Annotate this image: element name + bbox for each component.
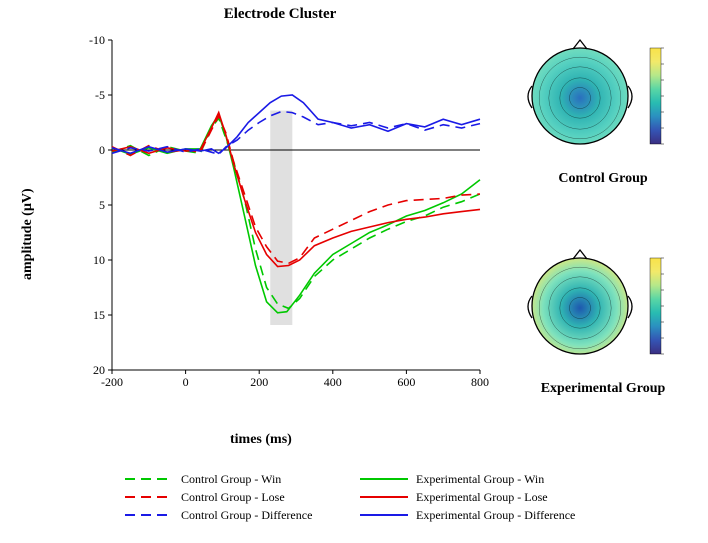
legend-label: Experimental Group - Lose: [416, 490, 548, 505]
legend-item: Experimental Group - Win: [360, 470, 595, 488]
y-axis-label: amplitude (µV): [20, 188, 36, 280]
legend-item: Control Group - Lose: [125, 488, 360, 506]
svg-text:600: 600: [397, 375, 415, 389]
legend-item: Experimental Group - Difference: [360, 506, 595, 524]
legend-item: Control Group - Difference: [125, 506, 360, 524]
erp-chart-svg: -10-505101520-2000200400600800: [70, 30, 490, 410]
legend-row: Control Group - Difference Experimental G…: [125, 506, 595, 524]
legend-label: Control Group - Win: [181, 472, 281, 487]
svg-text:0: 0: [99, 143, 105, 157]
legend-swatch: [125, 490, 173, 504]
svg-text:5: 5: [99, 198, 105, 212]
legend-label: Experimental Group - Difference: [416, 508, 575, 523]
topomap-experimental-label: Experimental Group: [518, 381, 688, 397]
topomap-control-svg: [518, 30, 688, 160]
topomap-experimental-svg: [518, 240, 688, 370]
legend: Control Group - Win Experimental Group - …: [125, 470, 595, 524]
legend-swatch: [360, 472, 408, 486]
svg-text:800: 800: [471, 375, 489, 389]
svg-text:400: 400: [324, 375, 342, 389]
legend-swatch: [125, 472, 173, 486]
svg-text:15: 15: [93, 308, 105, 322]
legend-item: Control Group - Win: [125, 470, 360, 488]
svg-text:-5: -5: [95, 88, 105, 102]
legend-label: Control Group - Lose: [181, 490, 285, 505]
svg-text:-200: -200: [101, 375, 123, 389]
topomap-experimental: Experimental Group: [518, 240, 688, 397]
topomap-control: Control Group: [518, 30, 688, 187]
legend-row: Control Group - Lose Experimental Group -…: [125, 488, 595, 506]
legend-swatch: [360, 508, 408, 522]
svg-text:-10: -10: [89, 33, 105, 47]
legend-label: Experimental Group - Win: [416, 472, 544, 487]
x-axis-label: times (ms): [230, 432, 292, 448]
legend-row: Control Group - Win Experimental Group - …: [125, 470, 595, 488]
erp-chart: -10-505101520-2000200400600800: [70, 30, 490, 410]
legend-item: Experimental Group - Lose: [360, 488, 595, 506]
legend-swatch: [360, 490, 408, 504]
svg-text:10: 10: [93, 253, 105, 267]
svg-text:0: 0: [183, 375, 189, 389]
legend-swatch: [125, 508, 173, 522]
topomap-control-label: Control Group: [518, 171, 688, 187]
chart-title: Electrode Cluster: [140, 6, 420, 23]
svg-text:200: 200: [250, 375, 268, 389]
legend-label: Control Group - Difference: [181, 508, 312, 523]
